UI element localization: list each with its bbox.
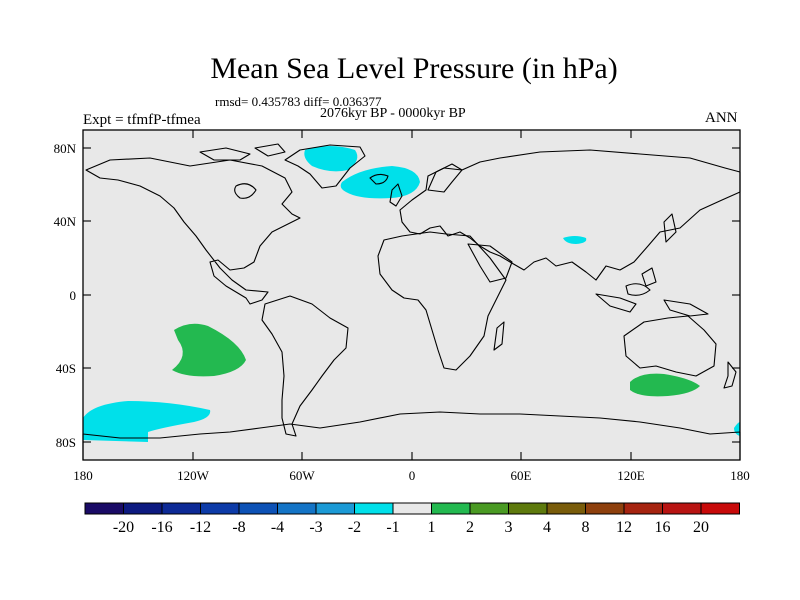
colorbar-box-14 <box>585 502 625 515</box>
colorbar-label: 1 <box>427 519 436 536</box>
stats-text: rmsd= 0.435783 diff= 0.036377 <box>215 94 382 109</box>
lon-label-120e: 120E <box>617 468 645 483</box>
colorbar-label: -2 <box>347 519 362 536</box>
lon-label-60e: 60E <box>510 468 532 483</box>
colorbar-box-4 <box>200 502 240 515</box>
colorbar-label: 4 <box>543 519 551 536</box>
colorbar-label: 3 <box>504 519 513 536</box>
lat-label-80s: 80S <box>55 435 76 450</box>
colorbar-label: -1 <box>386 519 400 536</box>
colorbar-box-13 <box>546 502 586 515</box>
positive-anomaly-south-indian <box>630 373 700 397</box>
map-title: Mean Sea Level Pressure (in hPa) <box>210 52 618 85</box>
colorbar-label: -12 <box>189 519 212 536</box>
colorbar-box-8 <box>354 502 394 515</box>
colorbar-label: -8 <box>232 519 246 536</box>
colorbar-box-5 <box>238 502 278 515</box>
colorbar-box-2 <box>123 502 163 515</box>
lon-label-60w: 60W <box>289 468 315 483</box>
lon-label-180e: 180 <box>730 468 750 483</box>
lat-label-40s: 40S <box>55 361 76 376</box>
colorbar-box-1 <box>84 502 124 515</box>
colorbar-label: -20 <box>112 519 135 536</box>
colorbar-label: 8 <box>581 519 590 536</box>
tick-marks <box>83 130 740 460</box>
colorbar-label: 16 <box>654 519 671 536</box>
colorbar-label: 20 <box>693 519 709 536</box>
season-label: ANN <box>705 110 738 126</box>
positive-anomaly-south-pacific <box>172 323 246 377</box>
colorbar-box-7 <box>315 502 355 515</box>
colorbar <box>84 502 740 515</box>
lon-label-0: 0 <box>408 468 416 483</box>
lat-label-40n: 40N <box>53 214 76 229</box>
coastlines <box>82 143 741 461</box>
negative-anomaly-greenland <box>304 146 358 172</box>
colorbar-box-15 <box>623 502 663 515</box>
colorbar-label: 12 <box>616 519 632 536</box>
negative-anomaly-south-pacific <box>83 401 211 442</box>
colorbar-box-16 <box>662 502 702 515</box>
lon-label-180w: 180 <box>73 468 93 483</box>
colorbar-label: -4 <box>270 519 285 536</box>
period-text: 2076kyr BP - 0000kyr BP <box>320 106 466 121</box>
colorbar-label: -3 <box>309 519 323 536</box>
lat-label-80n: 80N <box>53 141 76 156</box>
colorbar-box-10 <box>431 502 471 515</box>
colorbar-box-6 <box>277 502 317 515</box>
colorbar-box-17 <box>700 502 740 515</box>
experiment-label: Expt = tfmfP-tfmea <box>83 112 201 128</box>
colorbar-box-11 <box>469 502 509 515</box>
anomaly-regions <box>83 146 740 442</box>
colorbar-box-3 <box>161 502 201 515</box>
colorbar-label: -16 <box>151 519 173 536</box>
negative-anomaly-central-asia <box>563 236 587 244</box>
lat-label-0: 0 <box>69 288 77 303</box>
lon-label-120w: 120W <box>177 468 209 483</box>
colorbar-box-9 <box>392 502 432 515</box>
colorbar-box-12 <box>508 502 548 515</box>
colorbar-label: 2 <box>466 519 474 536</box>
